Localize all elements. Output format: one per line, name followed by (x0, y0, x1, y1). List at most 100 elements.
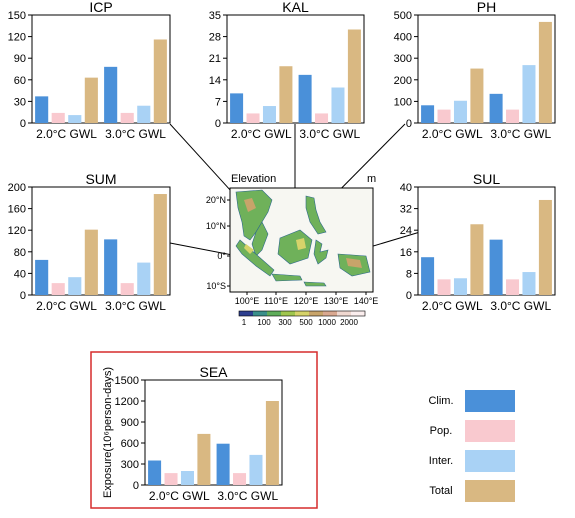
y-tick-label: 200 (394, 75, 412, 87)
lon-label: 130°E (324, 296, 349, 306)
y-tick-label: 32 (400, 204, 412, 216)
colorbar-swatch (281, 311, 296, 316)
y-tick-label: 14 (209, 75, 221, 87)
bar-inter-3c (331, 87, 345, 123)
colorbar-label: 100 (257, 318, 271, 327)
bar-total-3c (153, 194, 167, 295)
legend-swatch (465, 420, 515, 442)
chart-title: ICP (89, 0, 112, 15)
lat-label: 10°S (206, 281, 226, 291)
colorbar-swatch (309, 311, 324, 316)
colorbar-swatch (253, 311, 268, 316)
x-category-label: 2.0°C GWL (422, 299, 483, 313)
y-tick-label: 120 (8, 32, 26, 44)
bar-pop-2c (246, 113, 260, 123)
bar-charts: ICP 0 30 60 90 120 150 2.0°C GWL 3.0°C GWL KAL 0 7 1… (8, 0, 556, 503)
bar-pop-3c (120, 112, 134, 123)
colorbar-frame (238, 310, 366, 317)
bar-total-3c (347, 29, 361, 124)
bar-pop-2c (437, 109, 451, 123)
bar-clim-2c (230, 93, 244, 123)
y-tick-label: 0 (406, 290, 412, 302)
bar-total-2c (470, 68, 484, 123)
y-tick-label: 0 (215, 118, 221, 130)
bar-clim-2c (421, 105, 435, 123)
bar-inter-3c (137, 262, 151, 295)
y-tick-label: 7 (215, 96, 221, 108)
legend-swatch (465, 480, 515, 502)
bar-clim-2c (35, 259, 49, 295)
legend-swatch (465, 390, 515, 412)
legend-label: Total (429, 485, 452, 497)
bar-inter-2c (262, 106, 276, 123)
y-tick-label: 1500 (115, 375, 139, 387)
chart-icp: ICP 0 30 60 90 120 150 2.0°C GWL 3.0°C GWL (8, 0, 171, 141)
lon-label: 110°E (264, 296, 288, 306)
y-tick-label: 900 (121, 417, 139, 429)
y-axis-label: Exposure(10⁶person-days) (102, 367, 114, 498)
bar-total-3c (153, 39, 167, 124)
elevation-map: Elevation m 20°N 10°N 0° 10°S 100°E 110°E 120°E 1… (206, 173, 378, 327)
highland (244, 244, 254, 254)
bar-total-2c (197, 433, 211, 485)
bar-pop-2c (164, 473, 178, 485)
legend-swatch (465, 450, 515, 472)
bar-clim-2c (148, 460, 162, 485)
bar-inter-2c (180, 471, 194, 485)
y-tick-label: 500 (394, 10, 412, 22)
y-tick-label: 400 (394, 32, 412, 44)
legend-item-inter: Inter. (429, 450, 515, 472)
chart-sum: SUM 0 40 80 120 160 200 2.0°C GWL 3.0°C GWL (8, 171, 171, 313)
y-tick-label: 0 (406, 118, 412, 130)
lon-label: 120°E (294, 296, 319, 306)
colorbar-label: 500 (299, 318, 313, 327)
lat-label: 0° (217, 251, 226, 261)
lat-label: 20°N (206, 195, 226, 205)
bar-inter-3c (522, 272, 536, 295)
bar-pop-2c (51, 283, 65, 295)
bar-inter-3c (522, 65, 536, 123)
chart-title: KAL (282, 0, 309, 15)
x-category-label: 3.0°C GWL (105, 299, 166, 313)
legend-label: Clim. (428, 395, 453, 407)
landmass (313, 239, 329, 265)
colorbar-swatch (337, 311, 352, 316)
chart-kal: KAL 0 7 14 21 28 35 2.0°C GWL 3.0°C GWL (209, 0, 365, 141)
colorbar-label: 1000 (318, 318, 336, 327)
y-tick-label: 300 (121, 459, 139, 471)
colorbar-swatch (323, 311, 338, 316)
colorbar-label: 300 (278, 318, 292, 327)
y-tick-label: 200 (8, 182, 26, 194)
y-tick-label: 40 (14, 268, 26, 280)
colorbar-swatch (267, 311, 282, 316)
chart-title: SUM (85, 171, 116, 187)
lat-label: 10°N (206, 221, 226, 231)
bar-clim-3c (216, 443, 230, 485)
chart-title: PH (477, 0, 496, 15)
map-title: Elevation (231, 173, 276, 185)
bar-total-2c (84, 229, 98, 295)
bar-pop-3c (315, 113, 329, 123)
y-tick-label: 0 (20, 118, 26, 130)
y-tick-label: 100 (394, 96, 412, 108)
chart-sea: SEA 0 300 600 900 1200 1500 2.0°C GWL 3.0°C GWL E… (102, 364, 283, 503)
chart-sul: SUL 0 8 16 24 32 40 2.0°C GWL 3.0°C GWL (400, 171, 556, 313)
x-category-label: 2.0°C GWL (149, 489, 210, 503)
bar-clim-3c (104, 66, 118, 123)
bar-pop-3c (233, 473, 247, 485)
map-unit: m (367, 173, 376, 185)
landmass (271, 273, 303, 282)
bar-pop-2c (51, 112, 65, 123)
landmass (305, 195, 327, 235)
y-tick-label: 24 (400, 225, 412, 237)
y-tick-label: 0 (133, 480, 139, 492)
highland (244, 198, 256, 212)
y-tick-label: 28 (209, 32, 221, 44)
bar-inter-2c (68, 277, 82, 295)
bar-clim-3c (298, 74, 312, 123)
y-tick-label: 21 (209, 53, 221, 65)
landmass (303, 281, 327, 287)
bar-total-3c (265, 401, 279, 485)
y-tick-label: 8 (406, 268, 412, 280)
